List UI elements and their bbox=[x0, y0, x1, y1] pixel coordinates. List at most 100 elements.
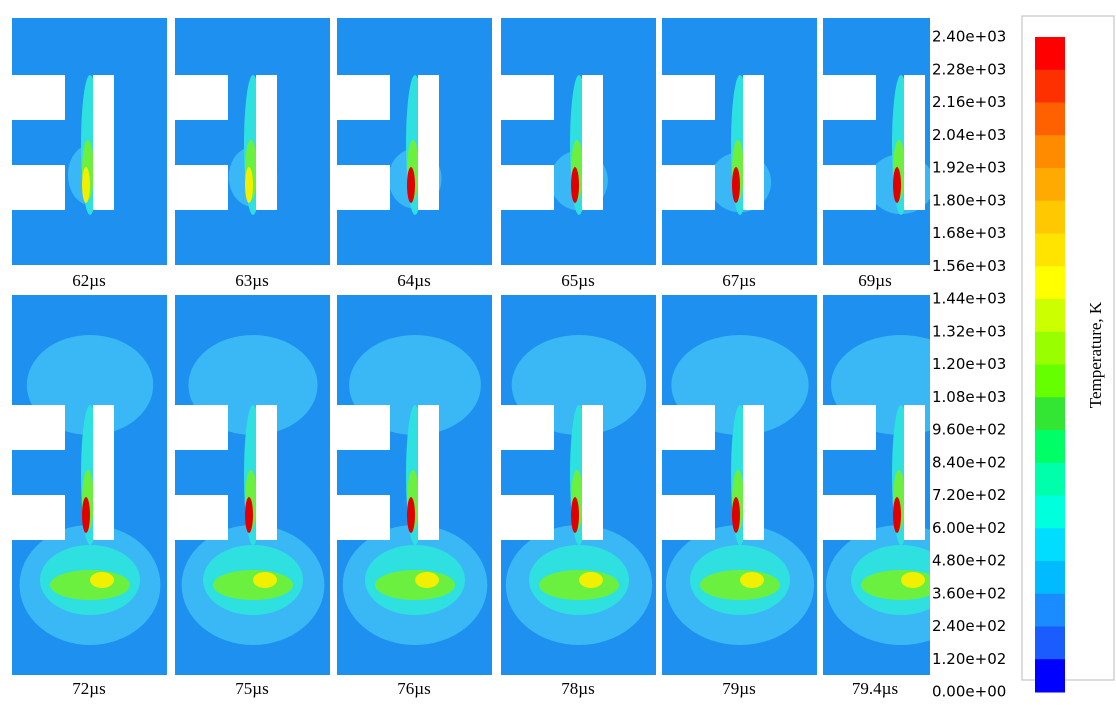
colorbar-tick-label: 1.56e+03 bbox=[932, 257, 1006, 275]
slot bbox=[823, 495, 876, 540]
colorbar-segment bbox=[1035, 299, 1065, 332]
colorbar-tick-label: 3.60e+02 bbox=[932, 584, 1006, 602]
colorbar-segment bbox=[1035, 463, 1065, 496]
panel bbox=[12, 295, 167, 675]
streak bbox=[732, 497, 740, 533]
time-label: 78µs bbox=[561, 679, 594, 698]
colorbar-segment bbox=[1035, 70, 1065, 103]
slot bbox=[175, 165, 228, 210]
colorbar-segment bbox=[1035, 365, 1065, 398]
slot bbox=[662, 75, 715, 120]
colorbar-tick-label: 6.00e+02 bbox=[932, 519, 1006, 537]
streak bbox=[893, 167, 901, 203]
slot bbox=[337, 405, 390, 450]
time-label: 72µs bbox=[72, 679, 105, 698]
bar bbox=[743, 75, 764, 210]
slot bbox=[501, 405, 554, 450]
plume bbox=[253, 572, 277, 588]
bar bbox=[93, 75, 114, 210]
streak bbox=[245, 167, 253, 203]
streak bbox=[82, 497, 90, 533]
panel bbox=[501, 295, 656, 675]
colorbar-tick-label: 1.92e+03 bbox=[932, 159, 1006, 177]
panel bbox=[12, 18, 167, 265]
colorbar-segment bbox=[1035, 528, 1065, 561]
slot bbox=[501, 165, 554, 210]
colorbar-tick-label: 2.40e+03 bbox=[932, 28, 1006, 46]
colorbar-tick-label: 0.00e+00 bbox=[932, 683, 1006, 701]
streak bbox=[245, 497, 253, 533]
colorbar-tick-label: 4.80e+02 bbox=[932, 552, 1006, 570]
colorbar-tick-label: 1.80e+03 bbox=[932, 191, 1006, 209]
bar bbox=[582, 405, 603, 540]
plume bbox=[375, 570, 455, 600]
plume bbox=[740, 572, 764, 588]
slot bbox=[12, 495, 65, 540]
colorbar-segment bbox=[1035, 234, 1065, 267]
colorbar-tick-label: 2.28e+03 bbox=[932, 60, 1006, 78]
panel bbox=[175, 18, 330, 265]
colorbar-tick-label: 1.44e+03 bbox=[932, 290, 1006, 308]
colorbar-tick-label: 1.32e+03 bbox=[932, 322, 1006, 340]
colorbar-segment bbox=[1035, 594, 1065, 627]
colorbar-segment bbox=[1035, 659, 1065, 692]
plume bbox=[861, 570, 941, 600]
bar bbox=[582, 75, 603, 210]
bar bbox=[418, 75, 439, 210]
time-label: 75µs bbox=[235, 679, 268, 698]
bar bbox=[256, 75, 277, 210]
slot bbox=[337, 495, 390, 540]
time-label: 64µs bbox=[397, 271, 430, 290]
streak bbox=[407, 167, 415, 203]
colorbar-segment bbox=[1035, 430, 1065, 463]
slot bbox=[662, 165, 715, 210]
slot bbox=[337, 165, 390, 210]
colorbar-segment bbox=[1035, 201, 1065, 234]
panel bbox=[662, 295, 817, 675]
slot bbox=[12, 165, 65, 210]
plume bbox=[90, 572, 114, 588]
colorbar-segment bbox=[1035, 168, 1065, 201]
colorbar-title: Temperature, K bbox=[1086, 301, 1105, 408]
colorbar-segment bbox=[1035, 103, 1065, 136]
panel bbox=[175, 295, 330, 675]
colorbar-segment bbox=[1035, 627, 1065, 660]
time-label: 69µs bbox=[858, 271, 891, 290]
time-label: 62µs bbox=[72, 271, 105, 290]
streak bbox=[571, 497, 579, 533]
colorbar-segment bbox=[1035, 135, 1065, 168]
panel bbox=[823, 18, 934, 265]
plume bbox=[700, 570, 780, 600]
colorbar-segment bbox=[1035, 496, 1065, 529]
figure: Temperature, K 62µs63µs64µs65µs67µs69µs7… bbox=[0, 0, 1116, 705]
colorbar-tick-label: 1.68e+03 bbox=[932, 224, 1006, 242]
slot bbox=[175, 495, 228, 540]
panel bbox=[501, 18, 656, 265]
slot bbox=[823, 405, 876, 450]
slot bbox=[823, 165, 876, 210]
slot bbox=[12, 75, 65, 120]
time-label: 65µs bbox=[561, 271, 594, 290]
bar bbox=[743, 405, 764, 540]
slot bbox=[662, 405, 715, 450]
colorbar-tick-label: 1.20e+03 bbox=[932, 355, 1006, 373]
time-label: 79.4µs bbox=[852, 679, 898, 698]
bar bbox=[418, 405, 439, 540]
colorbar-tick-label: 2.04e+03 bbox=[932, 126, 1006, 144]
plume bbox=[415, 572, 439, 588]
slot bbox=[501, 495, 554, 540]
time-label: 79µs bbox=[722, 679, 755, 698]
bar bbox=[256, 405, 277, 540]
plume bbox=[213, 570, 293, 600]
colorbar-segment bbox=[1035, 561, 1065, 594]
streak bbox=[82, 167, 90, 203]
plume bbox=[901, 572, 925, 588]
streak bbox=[732, 167, 740, 203]
colorbar-segment bbox=[1035, 37, 1065, 70]
slot bbox=[823, 75, 876, 120]
panel bbox=[337, 295, 492, 675]
time-label: 76µs bbox=[397, 679, 430, 698]
slot bbox=[175, 405, 228, 450]
slot bbox=[12, 405, 65, 450]
time-label: 63µs bbox=[235, 271, 268, 290]
